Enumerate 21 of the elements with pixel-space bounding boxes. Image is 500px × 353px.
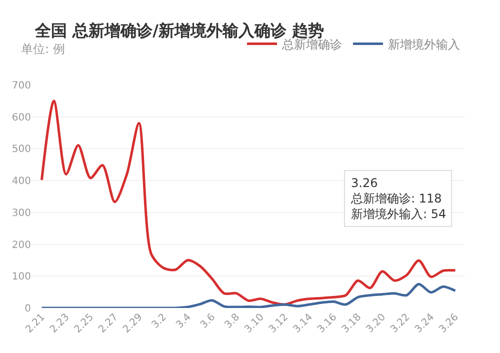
annotation: 新增境外输入: 54 <box>351 207 446 222</box>
y-tick-label: 300 <box>12 208 31 219</box>
chart-subtitle: 单位: 例 <box>21 42 65 56</box>
x-tick-label: 3.4 <box>174 312 194 331</box>
x-tick-label: 3.6 <box>198 312 218 331</box>
y-tick-label: 500 <box>12 144 31 156</box>
x-tick-label: 3.8 <box>222 312 242 331</box>
chart-title: 全国 总新增确诊/新增境外输入确诊 趋势 <box>34 20 324 40</box>
y-tick-label: 400 <box>12 176 31 188</box>
y-tick-label: 0 <box>24 304 31 314</box>
y-tick-label: 600 <box>12 112 31 124</box>
y-tick-label: 200 <box>12 240 31 251</box>
legend-label: 总新增确诊 <box>281 37 342 52</box>
x-tick-label: 3.2 <box>150 312 170 331</box>
annotation: 3.26 <box>351 176 378 190</box>
y-tick-label: 100 <box>12 272 31 283</box>
y-tick-label: 700 <box>12 80 31 92</box>
annotation: 总新增确诊: 118 <box>350 192 442 206</box>
legend-label: 新增境外输入 <box>388 37 460 52</box>
line-series <box>40 282 457 308</box>
line-series <box>40 100 457 306</box>
